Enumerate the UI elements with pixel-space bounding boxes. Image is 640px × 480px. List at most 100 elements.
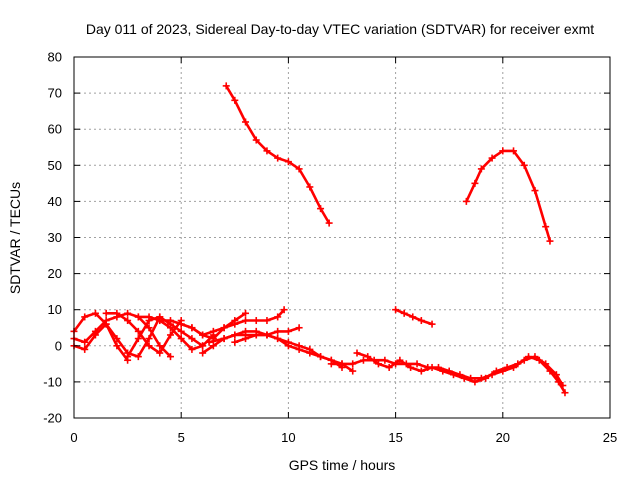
series-arc-high-1	[222, 82, 333, 227]
y-axis-label: SDTVAR / TECUs	[7, 182, 23, 294]
data-point	[242, 309, 250, 317]
data-point	[263, 331, 271, 339]
data-point	[166, 324, 174, 332]
data-point	[407, 363, 415, 371]
data-point	[381, 356, 389, 364]
data-point	[535, 356, 543, 364]
data-point	[542, 223, 550, 231]
data-point	[338, 360, 346, 368]
series-line	[72, 311, 129, 362]
y-tick-label: 0	[55, 338, 62, 353]
data-point	[488, 154, 496, 162]
data-point	[231, 96, 239, 104]
series-line	[224, 84, 331, 225]
data-point	[188, 345, 196, 353]
series-lattice-11	[231, 331, 357, 375]
data-point	[134, 335, 142, 343]
data-point	[209, 342, 217, 350]
y-tick-label: 30	[48, 230, 62, 245]
data-point	[231, 331, 239, 339]
data-point	[177, 327, 185, 335]
data-point	[546, 237, 554, 245]
data-point	[102, 320, 110, 328]
data-point	[145, 335, 153, 343]
data-point	[295, 345, 303, 353]
data-point	[555, 378, 563, 386]
data-point	[199, 342, 207, 350]
x-tick-label: 5	[178, 430, 185, 445]
data-point	[81, 313, 89, 321]
data-point	[252, 331, 260, 339]
data-point	[280, 306, 288, 314]
data-point	[482, 374, 490, 382]
data-point	[199, 349, 207, 357]
data-point	[514, 360, 522, 368]
y-tick-label: 10	[48, 302, 62, 317]
data-point	[145, 324, 153, 332]
data-point	[374, 360, 382, 368]
series-lattice-10	[205, 327, 346, 371]
series-line	[355, 351, 567, 395]
x-tick-label: 25	[603, 430, 617, 445]
data-point	[113, 342, 121, 350]
data-point	[274, 154, 282, 162]
data-point	[561, 389, 569, 397]
data-point	[477, 165, 485, 173]
y-tick-label: -10	[43, 374, 62, 389]
data-point	[222, 82, 230, 90]
series-arc-mid	[392, 306, 436, 328]
x-axis-label: GPS time / hours	[289, 457, 396, 473]
data-point	[413, 360, 421, 368]
data-point	[317, 353, 325, 361]
data-point	[220, 324, 228, 332]
series-band-low-2	[353, 349, 569, 397]
y-tick-label: -20	[43, 411, 62, 426]
data-point	[353, 349, 361, 357]
data-point	[274, 335, 282, 343]
y-tick-label: 50	[48, 158, 62, 173]
data-point	[274, 327, 282, 335]
data-point	[91, 331, 99, 339]
data-point	[439, 367, 447, 375]
data-point	[134, 313, 142, 321]
data-point	[284, 158, 292, 166]
data-point	[284, 327, 292, 335]
grid-layer	[74, 57, 610, 418]
data-point	[242, 327, 250, 335]
series-arc-high-2	[462, 147, 554, 245]
data-point	[124, 309, 132, 317]
data-point	[471, 378, 479, 386]
data-point	[385, 363, 393, 371]
data-point	[417, 317, 425, 325]
data-point	[462, 197, 470, 205]
data-point	[306, 183, 314, 191]
data-point	[325, 219, 333, 227]
tick-layer: 0 5 10 15 20 25 -20 -10 0 10 20 30 40 50 60 70 80	[43, 50, 617, 446]
y-tick-label: 20	[48, 266, 62, 281]
data-point	[188, 324, 196, 332]
data-point	[156, 317, 164, 325]
data-point	[460, 374, 468, 382]
chart-title: Day 011 of 2023, Sidereal Day-to-day VTE…	[86, 21, 594, 37]
data-point	[359, 356, 367, 364]
y-tick-label: 70	[48, 86, 62, 101]
data-point	[124, 353, 132, 361]
data-point	[284, 342, 292, 350]
data-point	[188, 335, 196, 343]
data-point	[156, 349, 164, 357]
series-lattice-2	[70, 309, 174, 361]
y-tick-label: 80	[48, 50, 62, 65]
x-tick-label: 20	[496, 430, 510, 445]
data-point	[274, 313, 282, 321]
y-tick-label: 40	[48, 194, 62, 209]
x-tick-label: 0	[70, 430, 77, 445]
data-point	[499, 147, 507, 155]
data-point	[263, 147, 271, 155]
data-point	[177, 320, 185, 328]
data-point	[205, 338, 213, 346]
data-point	[134, 353, 142, 361]
series-line	[233, 333, 355, 373]
data-point	[349, 367, 357, 375]
data-point	[364, 353, 372, 361]
